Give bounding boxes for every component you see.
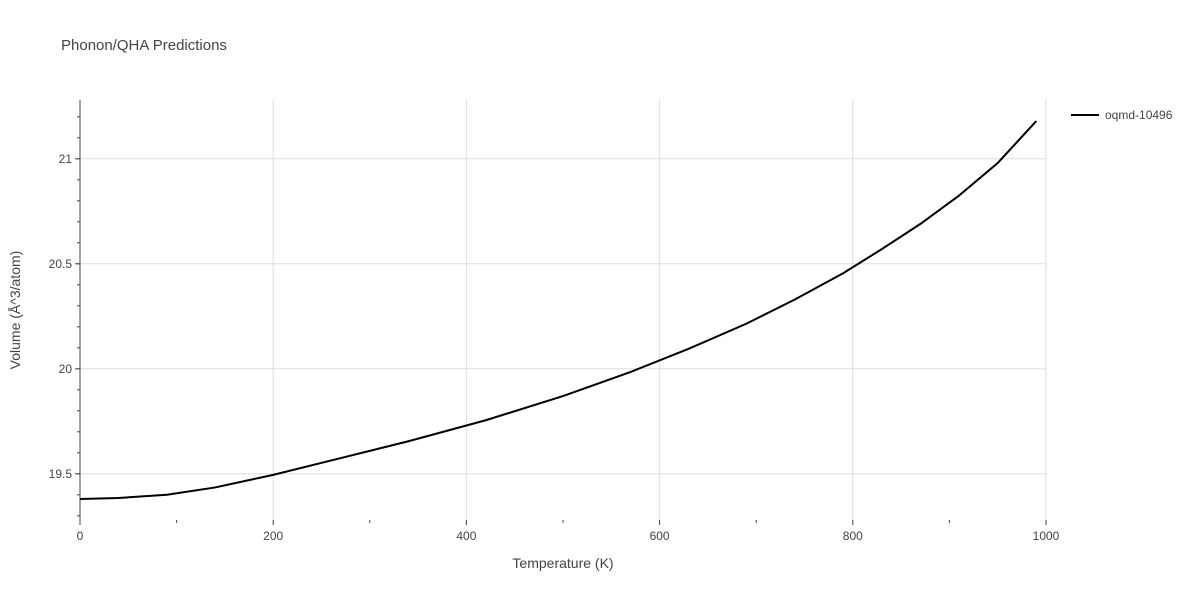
series-line (79, 120, 1038, 500)
x-tick-label: 600 (650, 529, 670, 543)
x-tick-label: 0 (77, 529, 84, 543)
x-tick-label: 400 (456, 529, 476, 543)
y-gridlines (80, 158, 1046, 475)
series-layer (79, 120, 1038, 500)
x-gridlines (272, 100, 1047, 520)
y-tick-label: 19.5 (49, 467, 73, 481)
x-axis-ticks: 0 200 400 600 800 1000 (77, 520, 1060, 543)
y-axis-label: Volume (Å^3/atom) (7, 251, 23, 370)
x-tick-label: 1000 (1033, 529, 1060, 543)
y-axis-ticks: 19.5 20 20.5 21 (49, 116, 80, 517)
legend-label: oqmd-10496 (1105, 108, 1173, 122)
x-axis-label: Temperature (K) (512, 555, 613, 571)
y-tick-label: 20.5 (49, 257, 73, 271)
y-tick-label: 21 (59, 152, 73, 166)
legend[interactable]: oqmd-10496 (1071, 108, 1173, 122)
chart-title: Phonon/QHA Predictions (61, 37, 227, 54)
y-tick-label: 20 (59, 362, 73, 376)
x-tick-label: 800 (843, 529, 863, 543)
x-tick-label: 200 (263, 529, 283, 543)
